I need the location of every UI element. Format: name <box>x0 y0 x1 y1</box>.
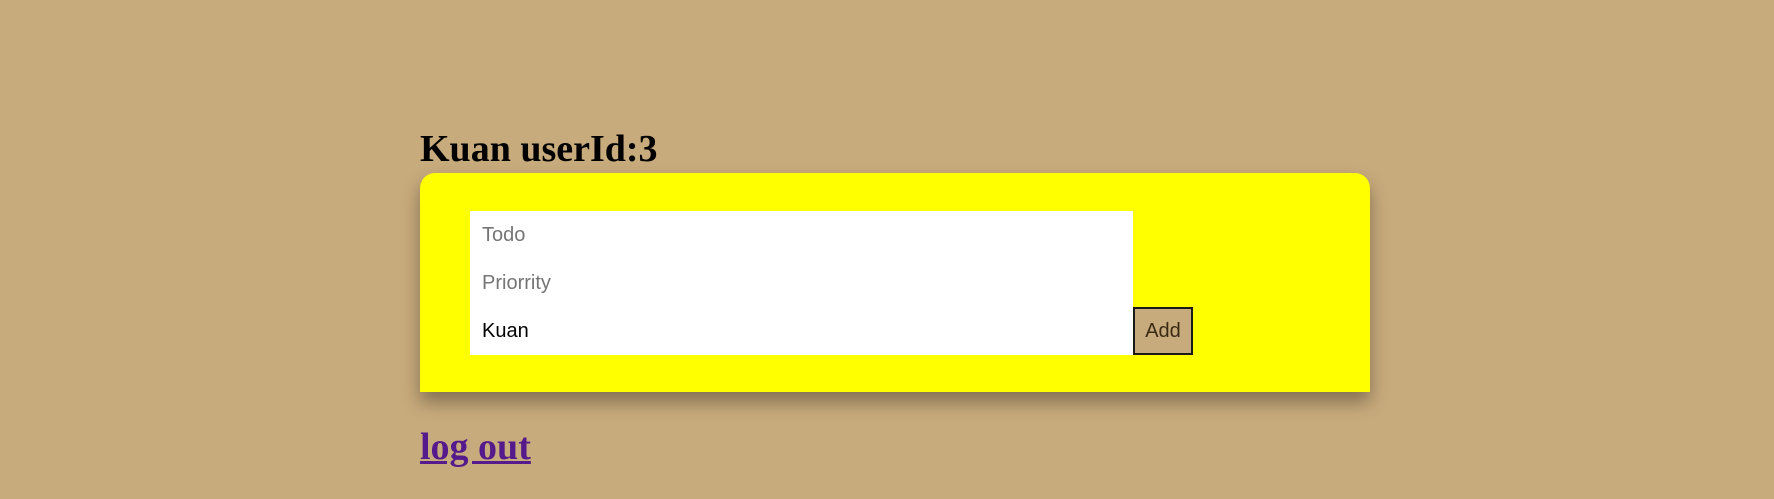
todo-form: Add <box>470 211 1193 355</box>
todo-card: Add <box>420 173 1370 392</box>
add-button[interactable]: Add <box>1133 307 1193 355</box>
page-title: Kuan userId:3 <box>420 128 658 170</box>
todo-input[interactable] <box>470 211 1133 259</box>
logout-link[interactable]: log out <box>420 426 531 468</box>
priority-input[interactable] <box>470 259 1133 307</box>
user-input[interactable] <box>470 307 1133 355</box>
